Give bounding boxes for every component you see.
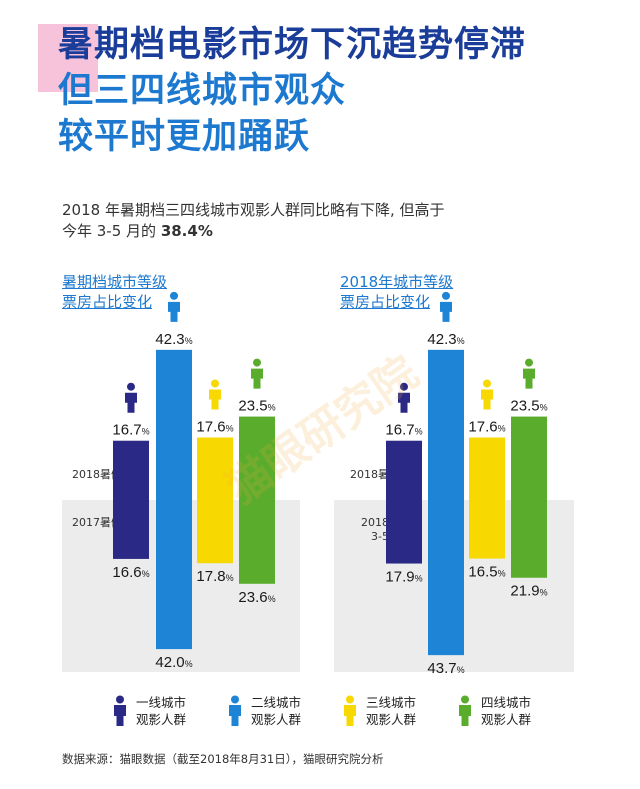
bar-top-1-3 [511, 416, 547, 500]
subtitle-line2: 今年 3-5 月的 38.4% [62, 221, 444, 242]
value-label-top-0-2: 17.6% [196, 419, 233, 436]
value-label-top-1-0: 16.7% [385, 422, 422, 439]
legend-label-tier4: 四线城市 观影人群 [481, 694, 537, 728]
page-title-line2: 但三四线城市观众 [58, 71, 347, 111]
page-title-line3: 较平时更加踊跃 [58, 117, 311, 157]
legend-label-tier3-line1: 三线城市 [366, 695, 417, 710]
bar-top-0-2 [197, 437, 233, 500]
panel-title-right: 2018年城市等级 票房占比变化 [340, 272, 453, 312]
value-label-top-0-3: 23.5% [238, 398, 275, 415]
person-icon-1-3 [523, 358, 535, 389]
bar-top-0-3 [239, 416, 275, 500]
bar-top-0-0 [113, 440, 149, 500]
subtitle-highlight: 38.4% [160, 222, 213, 240]
value-label-bottom-1-2: 16.5% [468, 564, 505, 581]
person-icon-0-2 [209, 379, 221, 410]
value-label-bottom-0-0: 16.6% [112, 564, 149, 581]
bar-bottom-1-1 [428, 500, 464, 656]
person-icon-0-3 [251, 358, 263, 389]
value-label-top-1-2: 17.6% [468, 419, 505, 436]
value-label-top-0-0: 16.7% [112, 422, 149, 439]
value-label-top-1-1: 42.3% [427, 331, 464, 348]
legend-label-tier1: 一线城市 观影人群 [136, 694, 192, 728]
legend-item-tier1: 一线城市 观影人群 [110, 694, 192, 728]
value-label-top-0-1: 42.3% [155, 331, 192, 348]
legend-label-tier1-line2: 观影人群 [136, 712, 187, 727]
value-label-top-1-3: 23.5% [510, 398, 547, 415]
bar-bottom-0-3 [239, 500, 275, 584]
subtitle: 2018 年暑期档三四线城市观影人群同比略有下降, 但高于 今年 3-5 月的 … [62, 200, 444, 242]
title-block: 暑期档电影市场下沉趋势停滞 但三四线城市观众 较平时更加踊跃 [58, 22, 526, 160]
legend-label-tier2-line1: 二线城市 [251, 695, 302, 710]
legend-label-tier3-line2: 观影人群 [366, 712, 417, 727]
bar-top-0-1 [156, 349, 192, 500]
bar-top-1-1 [428, 349, 464, 500]
panel-title-left-line1: 暑期档城市等级 [62, 273, 168, 291]
bar-bottom-1-0 [386, 500, 422, 564]
person-icon-0-0 [125, 382, 137, 413]
period-label-bottom-0-0: 2017暑假 [72, 515, 122, 529]
bar-bottom-1-3 [511, 500, 547, 578]
value-label-bottom-0-2: 17.8% [196, 568, 233, 585]
person-icon [344, 695, 356, 726]
value-label-bottom-0-1: 42.0% [155, 654, 192, 671]
bar-bottom-0-2 [197, 500, 233, 564]
period-label-top-0: 2018暑假 [72, 467, 122, 481]
legend-label-tier4-line2: 观影人群 [481, 712, 532, 727]
legend-label-tier1-line1: 一线城市 [136, 695, 187, 710]
bar-top-1-2 [469, 437, 505, 500]
person-icon-1-2 [481, 379, 493, 410]
footer-source: 数据来源：猫眼数据（截至2018年8月31日），猫眼研究院分析 [62, 752, 384, 766]
value-label-bottom-0-3: 23.6% [238, 589, 275, 606]
title-accent [38, 24, 98, 92]
panel-title-right-line1: 2018年城市等级 [340, 273, 454, 291]
legend-label-tier2-line2: 观影人群 [251, 712, 302, 727]
legend-label-tier3: 三线城市 观影人群 [366, 694, 422, 728]
legend-item-tier4: 四线城市 观影人群 [455, 694, 537, 728]
person-icon [114, 695, 126, 726]
value-label-bottom-1-0: 17.9% [385, 569, 422, 586]
subtitle-line1: 2018 年暑期档三四线城市观影人群同比略有下降, 但高于 [62, 201, 445, 219]
bar-bottom-0-0 [113, 500, 149, 559]
bar-bottom-0-1 [156, 500, 192, 650]
person-icon-1-1 [440, 291, 452, 322]
legend-label-tier4-line1: 四线城市 [481, 695, 532, 710]
person-icon [459, 695, 471, 726]
legend: 一线城市观影人群 二线城市观影人群 三线城市观影人群 四线城市观影人群 [0, 694, 640, 734]
panel-title-right-line2: 票房占比变化 [340, 293, 431, 311]
person-icon [229, 695, 241, 726]
value-label-bottom-1-3: 21.9% [510, 583, 547, 600]
person-icon-0-1 [168, 291, 180, 322]
bar-bottom-1-2 [469, 500, 505, 559]
legend-item-tier3: 三线城市 观影人群 [340, 694, 422, 728]
panel-title-left: 暑期档城市等级 票房占比变化 [62, 272, 167, 312]
bar-top-1-0 [386, 440, 422, 500]
legend-item-tier2: 二线城市 观影人群 [225, 694, 307, 728]
person-icon-1-0 [398, 382, 410, 413]
legend-label-tier2: 二线城市 观影人群 [251, 694, 307, 728]
subtitle-prefix: 今年 3-5 月的 [62, 222, 161, 240]
value-label-bottom-1-1: 43.7% [427, 660, 464, 677]
panel-title-left-line2: 票房占比变化 [62, 293, 153, 311]
page-title: 暑期档电影市场下沉趋势停滞 [58, 25, 527, 65]
